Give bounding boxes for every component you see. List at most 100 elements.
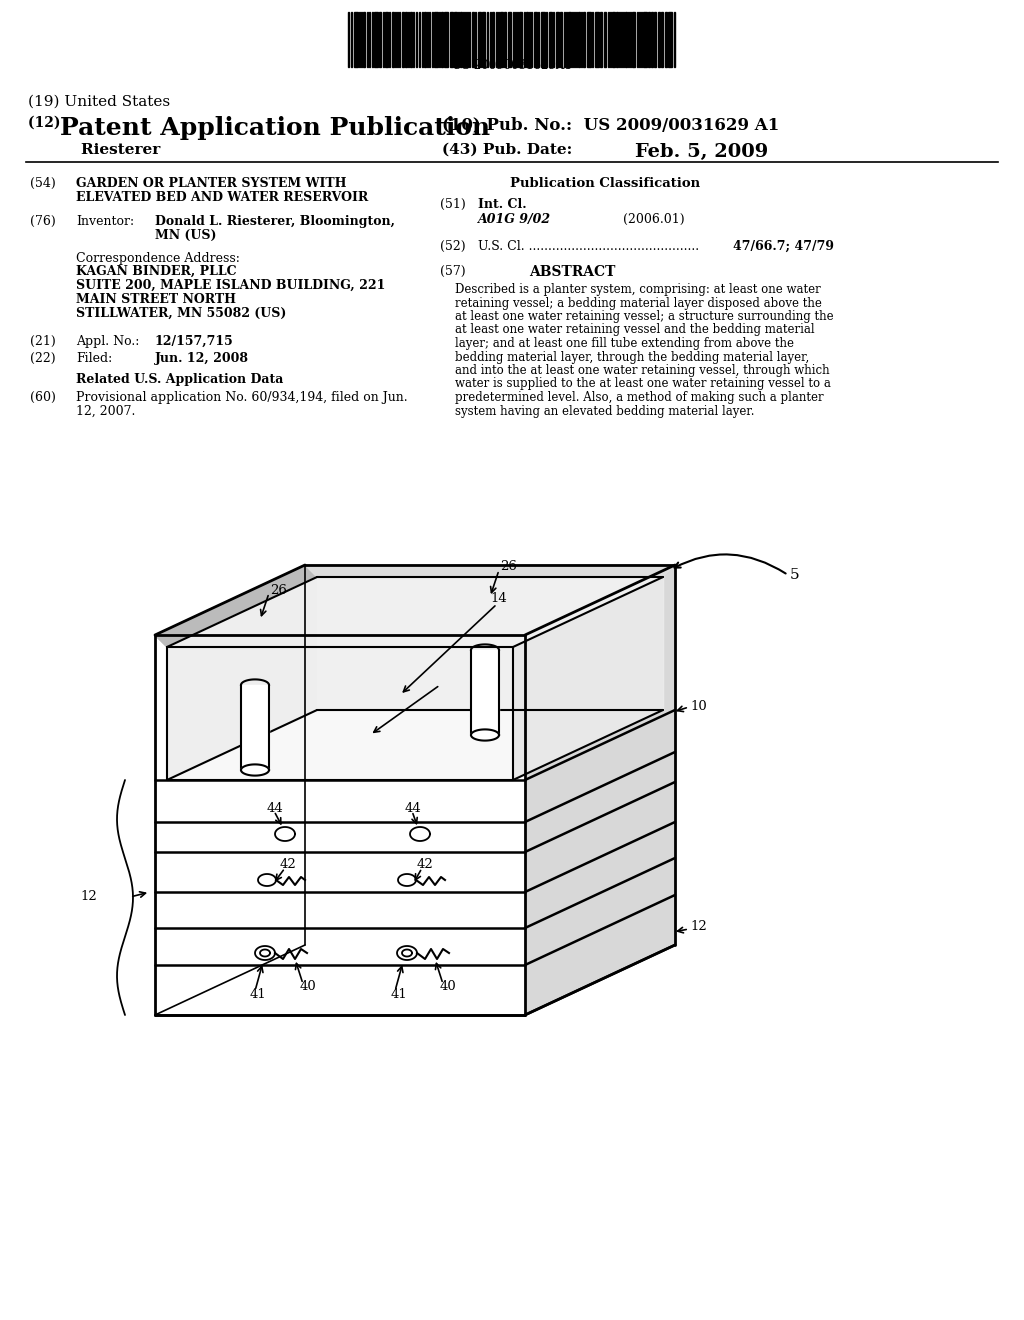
Text: (51): (51) bbox=[440, 198, 466, 211]
Bar bbox=[583, 12, 585, 67]
Bar bbox=[454, 12, 457, 67]
Text: 12, 2007.: 12, 2007. bbox=[76, 405, 135, 418]
Text: Inventor:: Inventor: bbox=[76, 215, 134, 228]
Bar bbox=[625, 12, 627, 67]
Text: A01G 9/02: A01G 9/02 bbox=[478, 213, 551, 226]
Polygon shape bbox=[471, 730, 499, 741]
Text: (10) Pub. No.:  US 2009/0031629 A1: (10) Pub. No.: US 2009/0031629 A1 bbox=[442, 116, 779, 133]
Bar bbox=[504, 12, 506, 67]
Text: Int. Cl.: Int. Cl. bbox=[478, 198, 526, 211]
Bar bbox=[658, 12, 660, 67]
Bar bbox=[648, 12, 650, 67]
Text: (19) United States: (19) United States bbox=[28, 95, 170, 110]
Text: Jun. 12, 2008: Jun. 12, 2008 bbox=[155, 352, 249, 366]
Text: SUITE 200, MAPLE ISLAND BUILDING, 221: SUITE 200, MAPLE ISLAND BUILDING, 221 bbox=[76, 279, 385, 292]
Polygon shape bbox=[513, 565, 675, 647]
Bar bbox=[651, 12, 653, 67]
Text: water is supplied to the at least one water retaining vessel to a: water is supplied to the at least one wa… bbox=[455, 378, 830, 391]
Text: Riesterer: Riesterer bbox=[60, 143, 160, 157]
Polygon shape bbox=[402, 949, 412, 957]
Text: U.S. Cl. ............................................: U.S. Cl. ...............................… bbox=[478, 240, 699, 253]
Bar bbox=[492, 12, 494, 67]
Bar bbox=[519, 12, 522, 67]
Polygon shape bbox=[398, 874, 416, 886]
Bar bbox=[472, 12, 474, 67]
Polygon shape bbox=[241, 764, 269, 776]
Text: Described is a planter system, comprising: at least one water: Described is a planter system, comprisin… bbox=[455, 282, 821, 296]
Text: 44: 44 bbox=[406, 801, 422, 814]
Text: 10: 10 bbox=[690, 701, 707, 714]
Bar bbox=[478, 12, 481, 67]
Text: Related U.S. Application Data: Related U.S. Application Data bbox=[76, 374, 284, 385]
Text: MN (US): MN (US) bbox=[155, 228, 216, 242]
Text: 12: 12 bbox=[80, 891, 96, 903]
Polygon shape bbox=[410, 828, 430, 841]
Polygon shape bbox=[167, 577, 317, 780]
Bar bbox=[434, 12, 438, 67]
Text: ABSTRACT: ABSTRACT bbox=[528, 265, 615, 279]
Text: 41: 41 bbox=[391, 989, 408, 1002]
Text: retaining vessel; a bedding material layer disposed above the: retaining vessel; a bedding material lay… bbox=[455, 297, 822, 309]
Text: (12): (12) bbox=[28, 116, 66, 129]
Bar bbox=[534, 12, 537, 67]
Text: ELEVATED BED AND WATER RESERVOIR: ELEVATED BED AND WATER RESERVOIR bbox=[76, 191, 369, 205]
Bar bbox=[568, 12, 571, 67]
Polygon shape bbox=[155, 635, 525, 1015]
Text: (43) Pub. Date:: (43) Pub. Date: bbox=[442, 143, 572, 157]
Bar bbox=[600, 12, 602, 67]
Bar bbox=[662, 12, 663, 67]
Bar bbox=[362, 12, 365, 67]
Text: 12: 12 bbox=[690, 920, 707, 933]
Text: 5: 5 bbox=[790, 568, 800, 582]
Bar bbox=[450, 12, 453, 67]
Bar bbox=[460, 12, 462, 67]
Polygon shape bbox=[471, 649, 499, 735]
Text: layer; and at least one fill tube extending from above the: layer; and at least one fill tube extend… bbox=[455, 337, 794, 350]
Bar bbox=[612, 12, 615, 67]
Text: (76): (76) bbox=[30, 215, 55, 228]
Text: Feb. 5, 2009: Feb. 5, 2009 bbox=[635, 143, 768, 161]
Bar bbox=[392, 12, 394, 67]
Bar bbox=[595, 12, 599, 67]
Text: 26: 26 bbox=[270, 583, 287, 597]
Polygon shape bbox=[317, 577, 663, 710]
Text: (57): (57) bbox=[440, 265, 466, 279]
Text: 41: 41 bbox=[250, 989, 266, 1002]
Polygon shape bbox=[525, 565, 675, 1015]
Bar bbox=[616, 12, 618, 67]
Bar bbox=[578, 12, 580, 67]
Text: 42: 42 bbox=[280, 858, 297, 870]
Bar bbox=[668, 12, 672, 67]
Text: (60): (60) bbox=[30, 391, 56, 404]
Bar bbox=[410, 12, 412, 67]
Bar bbox=[385, 12, 388, 67]
Bar bbox=[379, 12, 381, 67]
Text: Provisional application No. 60/934,194, filed on Jun.: Provisional application No. 60/934,194, … bbox=[76, 391, 408, 404]
Polygon shape bbox=[305, 565, 675, 577]
Bar bbox=[526, 12, 528, 67]
Text: Publication Classification: Publication Classification bbox=[510, 177, 700, 190]
Text: (54): (54) bbox=[30, 177, 55, 190]
Text: 42: 42 bbox=[417, 858, 434, 870]
Text: KAGAN BINDER, PLLC: KAGAN BINDER, PLLC bbox=[76, 265, 237, 279]
Text: GARDEN OR PLANTER SYSTEM WITH: GARDEN OR PLANTER SYSTEM WITH bbox=[76, 177, 346, 190]
Text: system having an elevated bedding material layer.: system having an elevated bedding materi… bbox=[455, 404, 755, 417]
Text: Filed:: Filed: bbox=[76, 352, 113, 366]
Bar bbox=[643, 12, 647, 67]
Text: 14: 14 bbox=[490, 591, 507, 605]
Bar bbox=[632, 12, 635, 67]
Text: predetermined level. Also, a method of making such a planter: predetermined level. Also, a method of m… bbox=[455, 391, 823, 404]
Text: 44: 44 bbox=[267, 801, 284, 814]
Text: Appl. No.:: Appl. No.: bbox=[76, 335, 139, 348]
Text: (21): (21) bbox=[30, 335, 55, 348]
Bar bbox=[354, 12, 358, 67]
Text: Patent Application Publication: Patent Application Publication bbox=[60, 116, 490, 140]
Bar bbox=[665, 12, 667, 67]
Polygon shape bbox=[258, 874, 276, 886]
Polygon shape bbox=[155, 565, 317, 647]
Bar bbox=[424, 12, 426, 67]
Text: 40: 40 bbox=[440, 981, 457, 994]
Bar bbox=[556, 12, 559, 67]
Bar bbox=[500, 12, 503, 67]
Text: MAIN STREET NORTH: MAIN STREET NORTH bbox=[76, 293, 236, 306]
